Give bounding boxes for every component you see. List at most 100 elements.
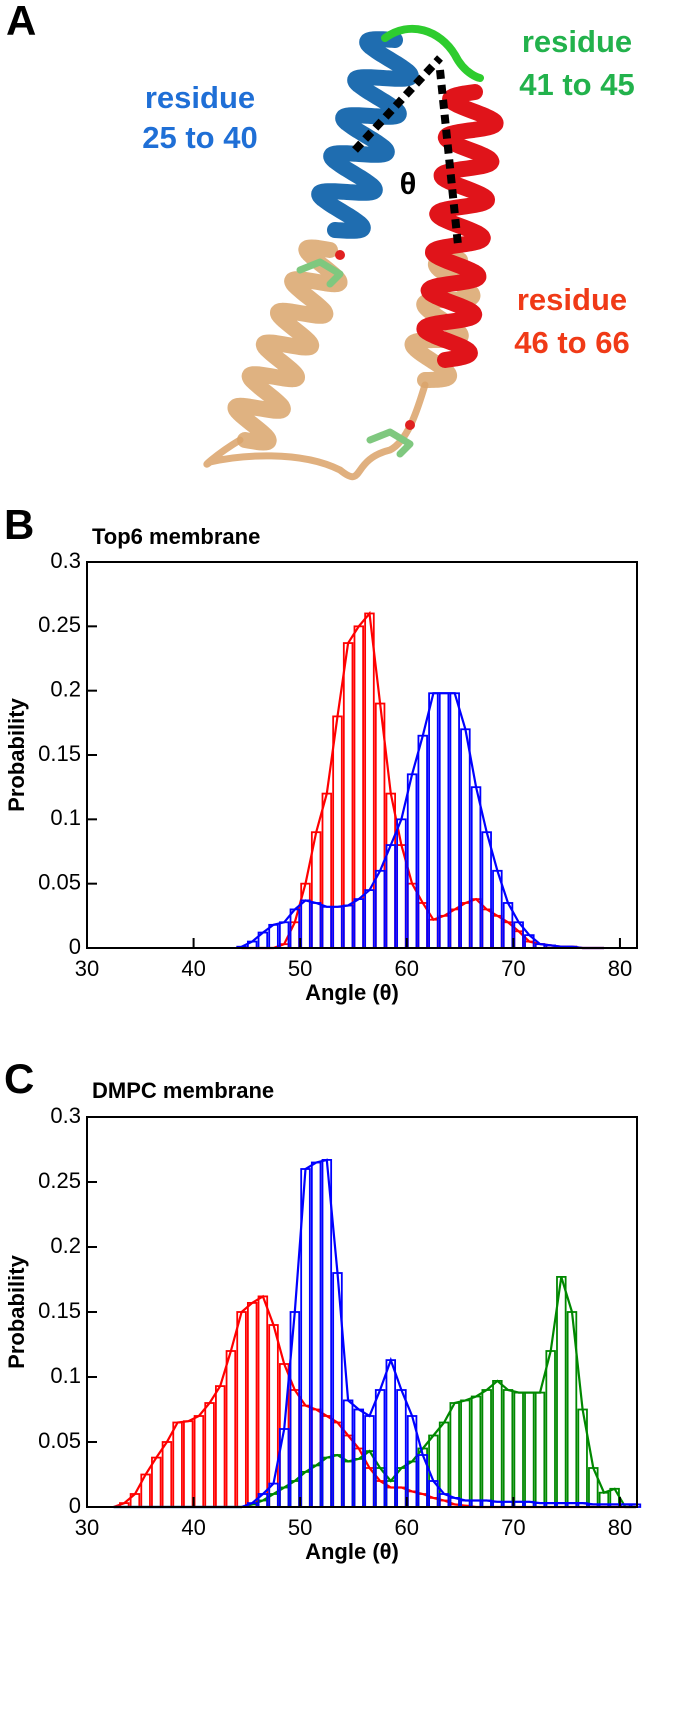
bar (342, 1460, 354, 1508)
chart-title: Top6 membrane (92, 524, 260, 549)
bar (310, 1408, 322, 1508)
bar (332, 1421, 343, 1508)
atom (335, 250, 345, 260)
bar (364, 889, 375, 949)
bar (310, 1161, 322, 1508)
bar (183, 1420, 194, 1508)
y-axis-label: Probability (4, 1254, 29, 1368)
bar (524, 1391, 535, 1508)
bar (246, 1302, 258, 1508)
series (241, 610, 604, 950)
bar (492, 1380, 503, 1508)
bar (204, 1402, 215, 1508)
bar (364, 1450, 375, 1508)
y-tick-label: 0.15 (38, 1298, 81, 1323)
bar (396, 818, 407, 949)
bar (332, 715, 343, 949)
bar (460, 902, 471, 949)
annotation: 41 to 45 (519, 67, 634, 102)
y-tick-label: 0.25 (38, 612, 81, 637)
bar (353, 898, 365, 949)
y-tick-label: 0.05 (38, 1428, 81, 1453)
x-tick-label: 70 (501, 1515, 525, 1540)
bar (374, 1467, 386, 1508)
bar (492, 914, 503, 949)
chart-title: DMPC membrane (92, 1078, 274, 1103)
y-tick-label: 0.15 (38, 741, 81, 766)
x-tick-label: 60 (395, 956, 419, 981)
molecule (203, 25, 504, 481)
plot-frame (86, 561, 638, 949)
bar (385, 1486, 397, 1508)
bar (374, 702, 386, 949)
x-tick-label: 50 (288, 956, 312, 981)
bar (151, 1456, 162, 1508)
y-tick-label: 0.05 (38, 869, 81, 894)
bar (502, 1389, 514, 1508)
bar (215, 1385, 226, 1508)
x-tick-label: 60 (395, 1515, 419, 1540)
bar (545, 1350, 556, 1508)
bar (449, 908, 460, 949)
y-tick-label: 0.3 (50, 1103, 81, 1128)
bar (385, 792, 397, 949)
bar (406, 773, 418, 949)
bar (225, 1350, 237, 1508)
bar (406, 1460, 418, 1508)
bar (161, 1441, 173, 1508)
bar (257, 1295, 269, 1508)
y-tick-label: 0.3 (50, 548, 81, 573)
panel-label: A (6, 0, 36, 44)
bar (364, 612, 375, 949)
helix (227, 239, 348, 451)
x-tick-label: 80 (608, 956, 632, 981)
x-tick-label: 40 (181, 956, 205, 981)
bar (332, 905, 343, 949)
bar (300, 899, 311, 949)
bar (289, 1389, 301, 1508)
bar (353, 1458, 365, 1508)
annotation: residue (522, 24, 632, 59)
panel-label: B (4, 501, 34, 548)
bar (534, 1391, 546, 1508)
x-axis-label: Angle (θ) (305, 980, 399, 1005)
bar (481, 1389, 492, 1508)
y-tick-label: 0 (69, 1493, 81, 1518)
y-axis-label: Probability (4, 697, 29, 811)
bar (374, 1480, 386, 1508)
bar (289, 1480, 301, 1508)
bar (428, 692, 439, 949)
bar (321, 1415, 333, 1508)
bar (438, 914, 450, 949)
bar (342, 642, 354, 949)
theta-label: θ (400, 166, 417, 201)
bar (172, 1421, 183, 1508)
x-tick-label: 50 (288, 1515, 312, 1540)
bar (321, 792, 333, 949)
y-tick-label: 0.1 (50, 1363, 81, 1388)
bar (193, 1415, 205, 1508)
y-tick-label: 0 (69, 934, 81, 959)
annotation: residue (517, 282, 627, 317)
bar (470, 786, 482, 949)
x-tick-label: 30 (75, 956, 99, 981)
bar (406, 1490, 418, 1508)
y-tick-label: 0.2 (50, 1233, 81, 1258)
bar (236, 1311, 247, 1508)
x-tick-label: 70 (501, 956, 525, 981)
line (241, 610, 604, 950)
bar (406, 882, 418, 949)
bar (396, 844, 407, 949)
bar (342, 1399, 354, 1508)
annotation: 25 to 40 (142, 120, 257, 155)
bar (417, 734, 428, 949)
bar (556, 1276, 567, 1508)
bar (332, 1454, 343, 1508)
bar (364, 1467, 375, 1508)
annotation: residue (145, 80, 255, 115)
bar (470, 1395, 482, 1508)
x-axis-label: Angle (θ) (305, 1539, 399, 1564)
x-tick-label: 40 (181, 1515, 205, 1540)
bar (460, 728, 471, 949)
